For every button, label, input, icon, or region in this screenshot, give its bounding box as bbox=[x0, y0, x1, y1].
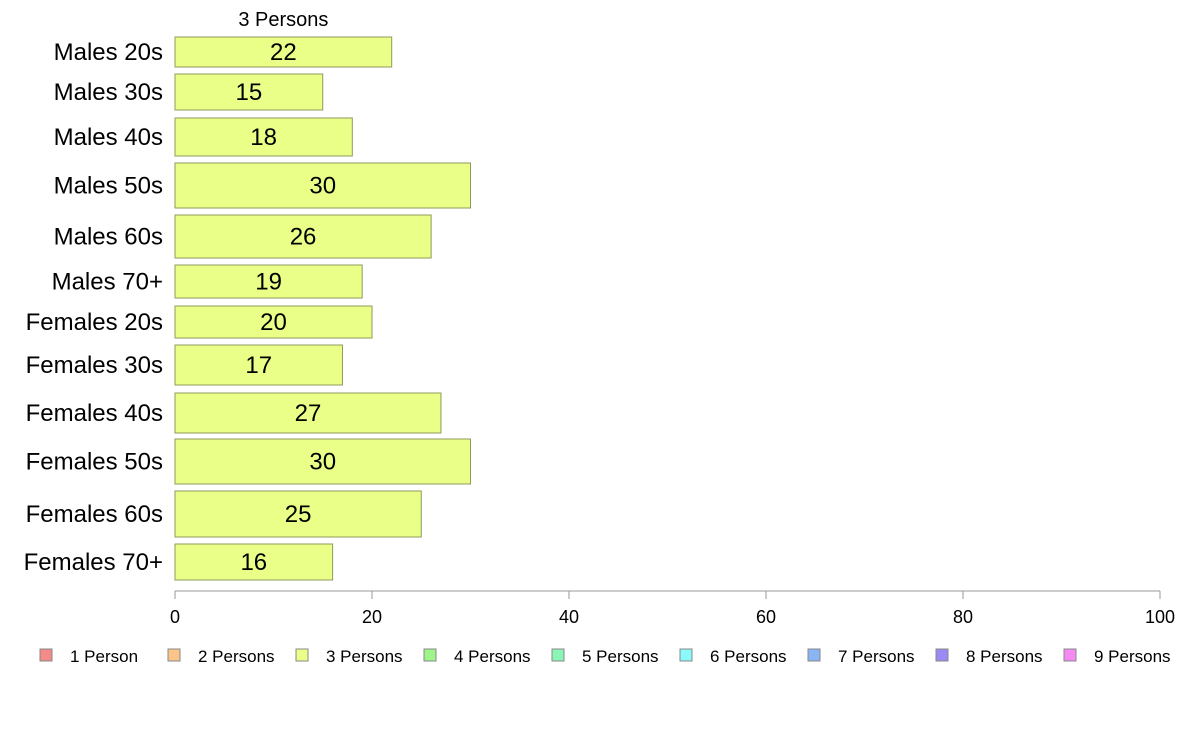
bar bbox=[174, 392, 442, 434]
category-label: Females 40s bbox=[26, 400, 163, 427]
bar-value-label: 30 bbox=[309, 449, 336, 476]
category-label: Males 30s bbox=[54, 79, 163, 106]
x-tick-label: 60 bbox=[756, 607, 776, 627]
legend: 1 Person 2 Persons 3 Persons 4 Persons 5 Per… bbox=[39, 647, 1171, 666]
bar-value-label: 19 bbox=[255, 269, 282, 296]
category-label: Females 60s bbox=[26, 501, 163, 528]
legend-item: 2 Persons bbox=[167, 647, 275, 666]
x-tick-label: 100 bbox=[1145, 607, 1175, 627]
legend-item: 7 Persons bbox=[807, 647, 915, 666]
legend-swatch bbox=[423, 648, 437, 662]
segment-header-label: 3 Persons bbox=[238, 9, 328, 31]
bar bbox=[174, 214, 432, 259]
legend-item: 1 Person bbox=[39, 647, 138, 666]
legend-label: 5 Persons bbox=[582, 647, 659, 666]
bar bbox=[174, 117, 353, 157]
legend-swatch bbox=[935, 648, 949, 662]
bar bbox=[174, 305, 373, 339]
legend-label: 7 Persons bbox=[838, 647, 915, 666]
bar-value-label: 22 bbox=[270, 39, 297, 66]
bar bbox=[174, 73, 324, 111]
category-labels: Males 20s Males 30s Males 40s Males 50s Male… bbox=[24, 39, 163, 576]
legend-swatch bbox=[295, 648, 309, 662]
category-label: Males 20s bbox=[54, 39, 163, 66]
legend-item: 9 Persons bbox=[1063, 647, 1171, 666]
category-label: Females 70+ bbox=[24, 549, 163, 576]
bar-value-label: 26 bbox=[290, 224, 317, 251]
legend-swatch bbox=[39, 648, 53, 662]
category-label: Females 50s bbox=[26, 449, 163, 476]
legend-swatch bbox=[551, 648, 565, 662]
legend-label: 9 Persons bbox=[1094, 647, 1171, 666]
legend-label: 8 Persons bbox=[966, 647, 1043, 666]
x-tick-label: 0 bbox=[170, 607, 180, 627]
bars: 22 15 18 30 26 19 20 17 27 30 25 16 bbox=[174, 36, 471, 581]
category-label: Males 40s bbox=[54, 124, 163, 151]
x-tick-label: 40 bbox=[559, 607, 579, 627]
category-label: Males 50s bbox=[54, 173, 163, 200]
bar bbox=[174, 438, 471, 485]
legend-swatch bbox=[807, 648, 821, 662]
legend-swatch bbox=[1063, 648, 1077, 662]
legend-swatch bbox=[167, 648, 181, 662]
legend-label: 6 Persons bbox=[710, 647, 787, 666]
x-tick-label: 20 bbox=[362, 607, 382, 627]
category-label: Males 60s bbox=[54, 224, 163, 251]
bar-value-label: 17 bbox=[245, 352, 272, 379]
category-label: Females 20s bbox=[26, 309, 163, 336]
legend-item: 8 Persons bbox=[935, 647, 1043, 666]
legend-swatch bbox=[679, 648, 693, 662]
legend-item: 3 Persons bbox=[295, 647, 403, 666]
bar bbox=[174, 344, 343, 386]
bar-value-label: 18 bbox=[250, 124, 277, 151]
x-tick-label: 80 bbox=[953, 607, 973, 627]
legend-label: 4 Persons bbox=[454, 647, 531, 666]
x-axis: 0 20 40 60 80 100 bbox=[170, 590, 1175, 627]
bar-value-label: 20 bbox=[260, 309, 287, 336]
bar-value-label: 15 bbox=[236, 79, 263, 106]
legend-item: 6 Persons bbox=[679, 647, 787, 666]
bar-value-label: 16 bbox=[240, 549, 267, 576]
category-label: Females 30s bbox=[26, 352, 163, 379]
bar bbox=[174, 162, 471, 209]
bar-value-label: 25 bbox=[285, 501, 312, 528]
legend-label: 1 Person bbox=[70, 647, 138, 666]
bar bbox=[174, 543, 334, 581]
segment-header: 3 Persons bbox=[238, 9, 328, 31]
legend-label: 2 Persons bbox=[198, 647, 275, 666]
bar-value-label: 27 bbox=[295, 400, 322, 427]
bar bbox=[174, 264, 363, 299]
bar bbox=[174, 490, 422, 538]
category-label: Males 70+ bbox=[52, 269, 163, 296]
bar-value-label: 30 bbox=[309, 173, 336, 200]
legend-item: 5 Persons bbox=[551, 647, 659, 666]
bar bbox=[174, 36, 393, 68]
legend-label: 3 Persons bbox=[326, 647, 403, 666]
legend-item: 4 Persons bbox=[423, 647, 531, 666]
